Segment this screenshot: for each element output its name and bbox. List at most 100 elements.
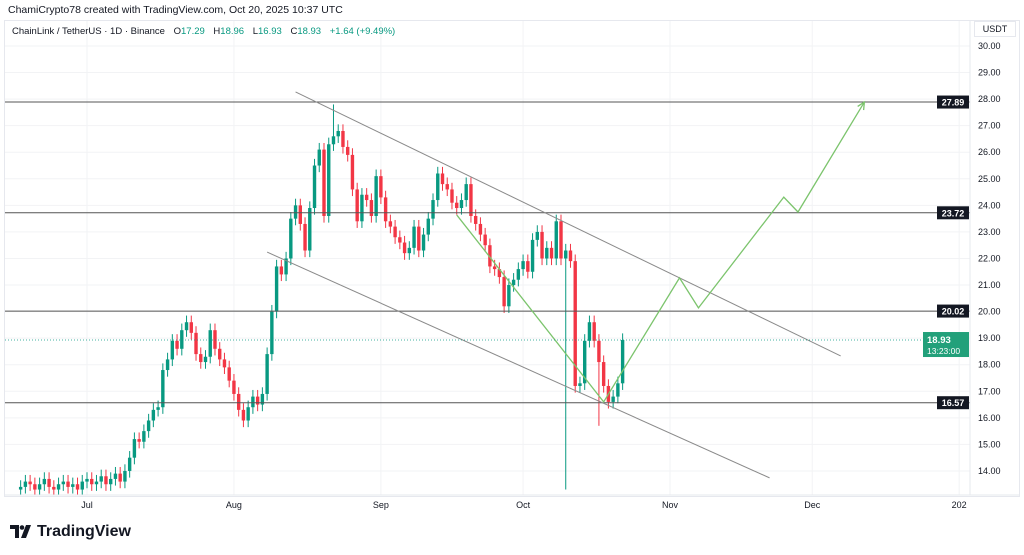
price-tick-label: 28.00 bbox=[978, 94, 1001, 104]
candle-body bbox=[545, 247, 549, 259]
candle bbox=[104, 469, 108, 491]
time-tick-label: Nov bbox=[662, 500, 679, 510]
candle bbox=[47, 472, 51, 494]
candle-body bbox=[568, 250, 573, 262]
candle bbox=[61, 474, 65, 491]
candle bbox=[497, 262, 502, 284]
candle-body bbox=[90, 478, 94, 485]
time-tick-label: Sep bbox=[373, 500, 389, 510]
candle bbox=[71, 477, 75, 494]
candle bbox=[402, 235, 407, 260]
symbol-legend: ChainLink / TetherUS · 1D · Binance O17.… bbox=[12, 26, 395, 37]
candle bbox=[464, 177, 468, 207]
candle-body bbox=[559, 221, 563, 259]
candle bbox=[478, 217, 483, 242]
candle bbox=[194, 326, 198, 361]
low-value: 16.93 bbox=[258, 26, 282, 37]
candle-body bbox=[142, 431, 146, 442]
candle-body bbox=[341, 130, 345, 147]
candle bbox=[374, 169, 378, 223]
candle bbox=[118, 466, 122, 489]
time-tick-label: Dec bbox=[804, 500, 821, 510]
candle bbox=[161, 363, 165, 414]
candle-body bbox=[118, 473, 122, 482]
candle-body bbox=[265, 354, 269, 394]
candle bbox=[592, 315, 596, 348]
price-tick-label: 27.00 bbox=[978, 121, 1001, 131]
tradingview-logo[interactable]: TradingView bbox=[10, 523, 131, 541]
candle-body bbox=[165, 359, 170, 371]
candle-body bbox=[298, 205, 302, 224]
candle bbox=[270, 304, 274, 361]
candle-body bbox=[132, 439, 137, 458]
candle-body bbox=[184, 322, 189, 331]
open-label: O bbox=[173, 26, 181, 37]
candle bbox=[483, 227, 487, 252]
candle-body bbox=[616, 383, 620, 397]
candle bbox=[312, 158, 317, 215]
candle-body bbox=[241, 409, 246, 421]
candle bbox=[407, 241, 412, 260]
candle-body bbox=[94, 481, 99, 485]
symbol-name[interactable]: ChainLink / TetherUS · 1D · Binance bbox=[12, 26, 165, 37]
candle-body bbox=[194, 332, 198, 355]
candle-body bbox=[511, 279, 516, 286]
candle bbox=[222, 352, 227, 375]
candle-body bbox=[440, 173, 445, 185]
candle bbox=[511, 273, 516, 292]
candle-body bbox=[331, 136, 336, 145]
projection-arrowhead bbox=[857, 100, 866, 111]
candle bbox=[450, 182, 454, 210]
change-value: +1.64 (+9.49%) bbox=[329, 26, 396, 37]
price-tick-label: 30.00 bbox=[978, 41, 1001, 51]
candle bbox=[616, 376, 620, 404]
candle-body bbox=[61, 481, 65, 485]
candle bbox=[56, 477, 61, 495]
candle bbox=[255, 389, 260, 412]
candle-body bbox=[260, 393, 265, 405]
candle-body bbox=[270, 311, 274, 355]
candle-body bbox=[578, 383, 582, 386]
candle bbox=[488, 238, 492, 274]
candle bbox=[279, 259, 284, 282]
candle bbox=[127, 451, 132, 478]
candle bbox=[284, 251, 288, 282]
time-tick-label: Oct bbox=[516, 500, 531, 510]
candle-body bbox=[374, 176, 378, 216]
candle-body bbox=[75, 484, 80, 490]
candle bbox=[260, 387, 265, 412]
candle-body bbox=[52, 486, 56, 490]
candle bbox=[436, 166, 440, 207]
candle bbox=[146, 413, 151, 438]
candle bbox=[549, 241, 554, 266]
candle-body bbox=[123, 470, 127, 482]
candle-body bbox=[398, 237, 402, 243]
candle bbox=[80, 474, 84, 495]
candle bbox=[236, 387, 241, 417]
candle bbox=[360, 188, 364, 228]
candle-body bbox=[308, 208, 312, 251]
candle bbox=[393, 219, 397, 244]
candle bbox=[331, 104, 336, 151]
candle-body bbox=[113, 473, 118, 479]
candle-body bbox=[161, 370, 165, 408]
candle bbox=[137, 432, 141, 449]
level-price-badge bbox=[937, 396, 969, 410]
currency-unit[interactable]: USDT bbox=[974, 21, 1016, 37]
candle bbox=[265, 347, 269, 401]
author-credit: ChamiCrypto78 created with TradingView.c… bbox=[8, 4, 343, 16]
candle-body bbox=[521, 261, 525, 270]
price-tick-label: 25.00 bbox=[978, 174, 1001, 184]
candle bbox=[123, 464, 127, 489]
candle-body bbox=[583, 340, 587, 384]
candle-body bbox=[317, 149, 321, 166]
candle-body bbox=[227, 367, 231, 381]
candle bbox=[583, 334, 587, 390]
candle bbox=[274, 259, 279, 319]
candle-body bbox=[289, 218, 293, 259]
candle-body bbox=[232, 380, 236, 394]
candle bbox=[170, 334, 175, 367]
candle bbox=[303, 217, 307, 258]
